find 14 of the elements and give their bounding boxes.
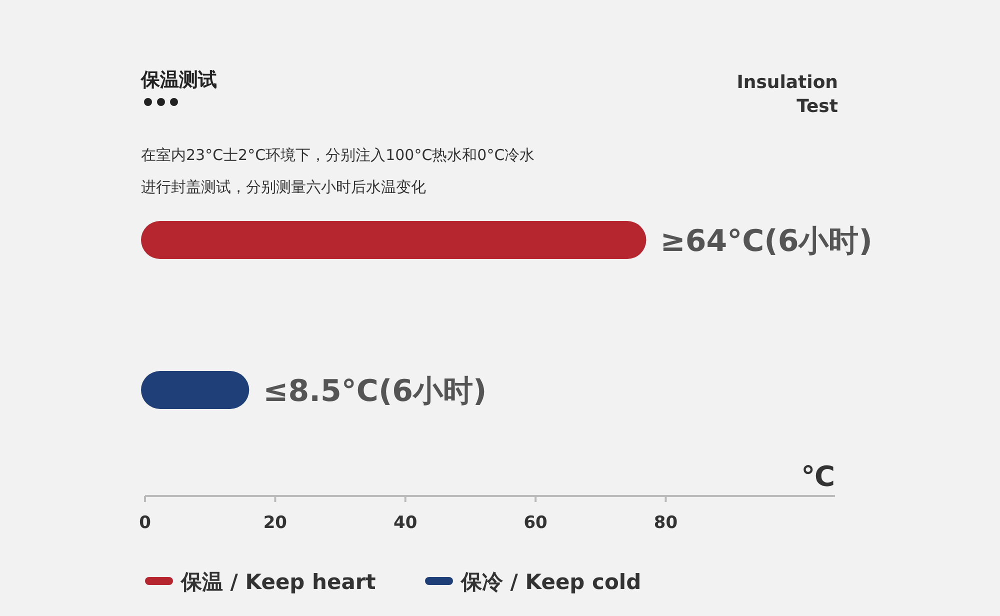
x-tick-label: 80 bbox=[654, 513, 678, 533]
data-label: ≥64°C(6小时) bbox=[660, 224, 872, 259]
legend-label: 保温 / Keep heart bbox=[180, 570, 376, 594]
data-label: ≤8.5°C(6小时) bbox=[263, 374, 487, 409]
chart-subtitle: Insulation Test bbox=[736, 72, 838, 117]
text: 在室内23°C士2°C环境下，分别注入100°C热水和0°C冷水 bbox=[141, 146, 535, 164]
x-tick-label: 0 bbox=[139, 513, 152, 533]
x-tick-label: 40 bbox=[394, 513, 418, 533]
x-tick-label: 20 bbox=[263, 513, 288, 533]
legend-label: 保冷 / Keep cold bbox=[460, 570, 642, 594]
chart-title: 保温测试 bbox=[140, 69, 217, 91]
annotation: 进行封盖测试，分别测量六小时后水温变化 bbox=[141, 178, 426, 196]
x-axis-title: ℃ bbox=[801, 460, 835, 493]
x-tick-label: 60 bbox=[524, 513, 548, 533]
